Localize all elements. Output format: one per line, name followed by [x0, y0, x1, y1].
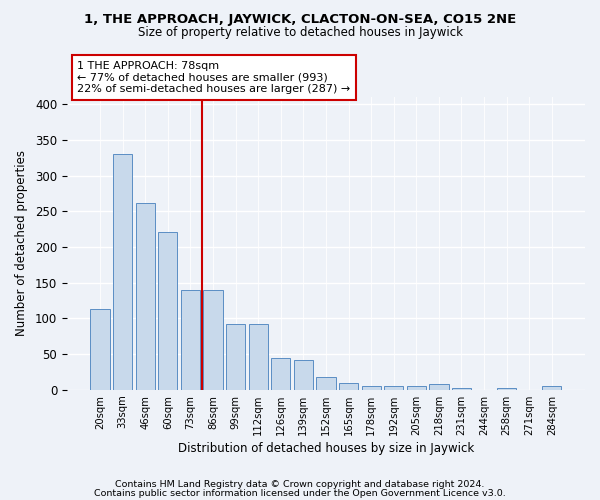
Text: 1, THE APPROACH, JAYWICK, CLACTON-ON-SEA, CO15 2NE: 1, THE APPROACH, JAYWICK, CLACTON-ON-SEA… — [84, 12, 516, 26]
Bar — [497, 388, 516, 390]
Text: Contains public sector information licensed under the Open Government Licence v3: Contains public sector information licen… — [94, 488, 506, 498]
Bar — [136, 202, 155, 390]
Bar — [158, 232, 178, 390]
Bar — [248, 324, 268, 390]
Y-axis label: Number of detached properties: Number of detached properties — [15, 150, 28, 336]
Bar — [316, 377, 335, 390]
Bar — [271, 358, 290, 390]
Bar — [452, 388, 471, 390]
Bar — [226, 324, 245, 390]
Bar — [384, 386, 403, 390]
Text: Size of property relative to detached houses in Jaywick: Size of property relative to detached ho… — [137, 26, 463, 39]
Bar — [91, 309, 110, 390]
Bar — [542, 386, 562, 390]
Bar — [407, 386, 426, 390]
Bar — [430, 384, 449, 390]
Bar — [203, 290, 223, 390]
Bar — [294, 360, 313, 390]
Text: 1 THE APPROACH: 78sqm
← 77% of detached houses are smaller (993)
22% of semi-det: 1 THE APPROACH: 78sqm ← 77% of detached … — [77, 61, 350, 94]
Bar — [113, 154, 132, 390]
Bar — [181, 290, 200, 390]
Text: Contains HM Land Registry data © Crown copyright and database right 2024.: Contains HM Land Registry data © Crown c… — [115, 480, 485, 489]
Bar — [362, 386, 381, 390]
X-axis label: Distribution of detached houses by size in Jaywick: Distribution of detached houses by size … — [178, 442, 474, 455]
Bar — [339, 384, 358, 390]
